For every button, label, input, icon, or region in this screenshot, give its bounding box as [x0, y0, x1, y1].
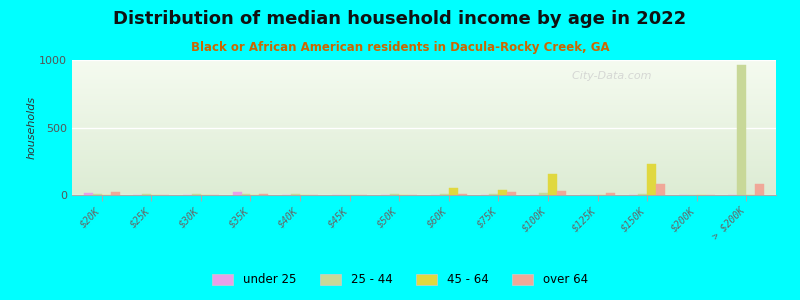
Legend: under 25, 25 - 44, 45 - 64, over 64: under 25, 25 - 44, 45 - 64, over 64 [207, 269, 593, 291]
Bar [606, 193, 615, 195]
Bar [638, 194, 647, 195]
Bar [557, 191, 566, 195]
Bar [498, 190, 507, 195]
Bar [507, 192, 516, 195]
Bar [233, 192, 242, 195]
Bar [647, 164, 656, 195]
Bar [291, 194, 300, 195]
Bar [142, 194, 151, 195]
Bar [490, 194, 498, 195]
Text: Black or African American residents in Dacula-Rocky Creek, GA: Black or African American residents in D… [190, 40, 610, 53]
Bar [242, 194, 250, 195]
Bar [390, 194, 399, 195]
Bar [656, 184, 665, 195]
Bar [259, 194, 268, 195]
Bar [755, 184, 764, 195]
Y-axis label: households: households [26, 96, 36, 159]
Bar [548, 174, 557, 195]
Text: City-Data.com: City-Data.com [565, 71, 651, 81]
Bar [93, 194, 102, 195]
Bar [110, 192, 119, 195]
Bar [440, 194, 449, 195]
Text: Distribution of median household income by age in 2022: Distribution of median household income … [114, 11, 686, 28]
Bar [458, 194, 466, 195]
Bar [738, 65, 746, 195]
Bar [84, 193, 93, 195]
Bar [449, 188, 458, 195]
Bar [192, 194, 201, 195]
Bar [539, 194, 548, 195]
